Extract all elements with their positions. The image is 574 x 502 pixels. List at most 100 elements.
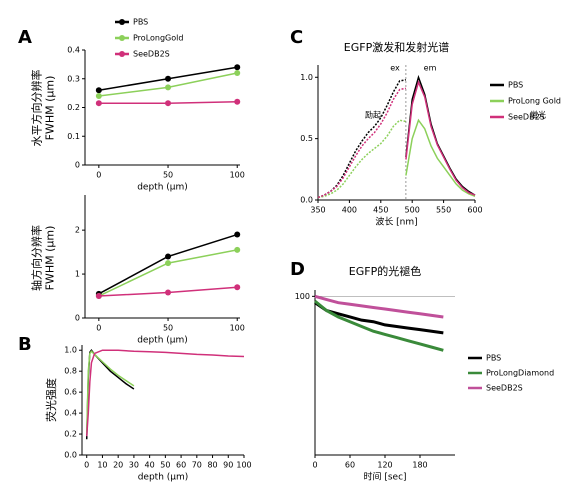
x-tick-label: 600 xyxy=(467,206,482,215)
legend-label: SeeDB2S xyxy=(486,384,523,393)
series-line xyxy=(314,301,444,335)
annotation: 蛍光 xyxy=(530,110,546,120)
point xyxy=(95,87,102,94)
y-tick-label: 0 xyxy=(75,161,80,170)
y-tick-label: 100 xyxy=(295,292,310,301)
point xyxy=(234,246,241,253)
series-line xyxy=(85,349,245,437)
y-tick-label: 1.0 xyxy=(300,73,313,82)
x-tick-label: 450 xyxy=(373,206,388,215)
x-axis-label: depth (μm) xyxy=(138,473,189,483)
chart-title: EGFP的光褪色 xyxy=(349,264,421,278)
x-tick-label: 90 xyxy=(223,461,233,470)
y-tick-label: 0.4 xyxy=(67,46,80,55)
x-axis-label: 时间 [sec] xyxy=(363,471,406,483)
annotation: ex xyxy=(390,64,400,73)
x-tick-label: 0 xyxy=(84,461,89,470)
y-tick-label: 0.3 xyxy=(67,74,80,83)
x-tick-label: 100 xyxy=(230,171,245,180)
y-tick-label: 0 xyxy=(75,314,80,323)
x-tick-label: 70 xyxy=(192,461,202,470)
series-line xyxy=(85,350,135,435)
y-tick-label: 0.2 xyxy=(67,103,80,112)
x-tick-label: 550 xyxy=(436,206,451,215)
annotation: 励起 xyxy=(365,111,381,120)
y-tick-label: 0.0 xyxy=(300,196,313,205)
panel-label: C xyxy=(290,27,303,48)
legend-marker xyxy=(119,51,125,57)
y-axis-label: FWHM (μm) xyxy=(44,76,57,141)
y-tick-label: 1 xyxy=(75,270,80,279)
chart-title: EGFP激发和发射光谱 xyxy=(344,40,449,54)
legend-label: PBS xyxy=(486,354,501,363)
x-tick-label: 0 xyxy=(96,171,101,180)
x-tick-label: 0 xyxy=(96,324,101,333)
series-line xyxy=(405,74,476,196)
x-tick-label: 50 xyxy=(163,324,173,333)
y-tick-label: 0.4 xyxy=(64,409,77,418)
annotation: em xyxy=(424,64,437,73)
point xyxy=(95,100,102,107)
legend-marker xyxy=(119,35,125,41)
point xyxy=(165,260,172,267)
x-tick-label: 30 xyxy=(129,461,139,470)
series-line xyxy=(314,294,444,319)
panel-label: D xyxy=(290,259,305,280)
legend-marker xyxy=(119,19,125,25)
legend-label: SeeDB2S xyxy=(508,113,545,122)
series-line xyxy=(85,348,135,440)
x-tick-label: 20 xyxy=(113,461,123,470)
legend-label: PBS xyxy=(133,18,148,27)
x-tick-label: 500 xyxy=(405,206,420,215)
point xyxy=(234,231,241,238)
legend-label: ProLong Gold xyxy=(508,97,561,106)
x-tick-label: 400 xyxy=(342,206,357,215)
y-axis-label: FWHM (μm) xyxy=(44,226,57,291)
x-axis-label: depth (μm) xyxy=(137,336,188,346)
x-tick-label: 100 xyxy=(230,324,245,333)
series-line xyxy=(317,87,407,199)
x-tick-label: 50 xyxy=(160,461,170,470)
series-line xyxy=(317,119,407,199)
series-line xyxy=(405,79,476,196)
y-tick-label: 0.8 xyxy=(64,367,77,376)
x-tick-label: 80 xyxy=(207,461,217,470)
legend-label: SeeDB2S xyxy=(133,50,170,59)
y-tick-label: 0.0 xyxy=(64,451,77,460)
x-tick-label: 60 xyxy=(176,461,186,470)
x-tick-label: 350 xyxy=(310,206,325,215)
x-tick-label: 100 xyxy=(236,461,251,470)
series-line xyxy=(314,299,444,352)
y-tick-label: 2 xyxy=(75,226,80,235)
point xyxy=(165,75,172,82)
point xyxy=(234,98,241,105)
point xyxy=(165,253,172,260)
point xyxy=(95,293,102,300)
y-tick-label: 0.6 xyxy=(64,388,77,397)
legend-label: ProLongGold xyxy=(133,34,183,43)
y-tick-label: 0.1 xyxy=(67,132,80,141)
series-line xyxy=(405,118,476,198)
y-tick-label: 1.0 xyxy=(64,346,77,355)
legend-label: PBS xyxy=(508,81,523,90)
x-tick-label: 40 xyxy=(145,461,155,470)
point xyxy=(234,70,241,76)
point xyxy=(165,84,172,91)
x-tick-label: 120 xyxy=(377,461,392,470)
x-tick-label: 50 xyxy=(163,171,173,180)
x-axis-label: 波长 [nm] xyxy=(375,216,417,228)
point xyxy=(234,284,241,291)
panel-label: B xyxy=(18,334,32,355)
legend-label: ProLongDiamond xyxy=(486,369,554,378)
point xyxy=(95,93,102,99)
x-axis-label: depth (μm) xyxy=(137,183,188,193)
y-tick-label: 0.2 xyxy=(64,430,77,439)
x-tick-label: 0 xyxy=(312,461,317,470)
y-tick-label: 0.5 xyxy=(300,134,313,143)
panel-label: A xyxy=(18,27,32,48)
y-axis-label: 轴方向分辨率 xyxy=(30,225,44,291)
y-axis-label: 荧光强度 xyxy=(44,378,58,422)
point xyxy=(165,289,172,296)
series-line xyxy=(317,78,407,199)
